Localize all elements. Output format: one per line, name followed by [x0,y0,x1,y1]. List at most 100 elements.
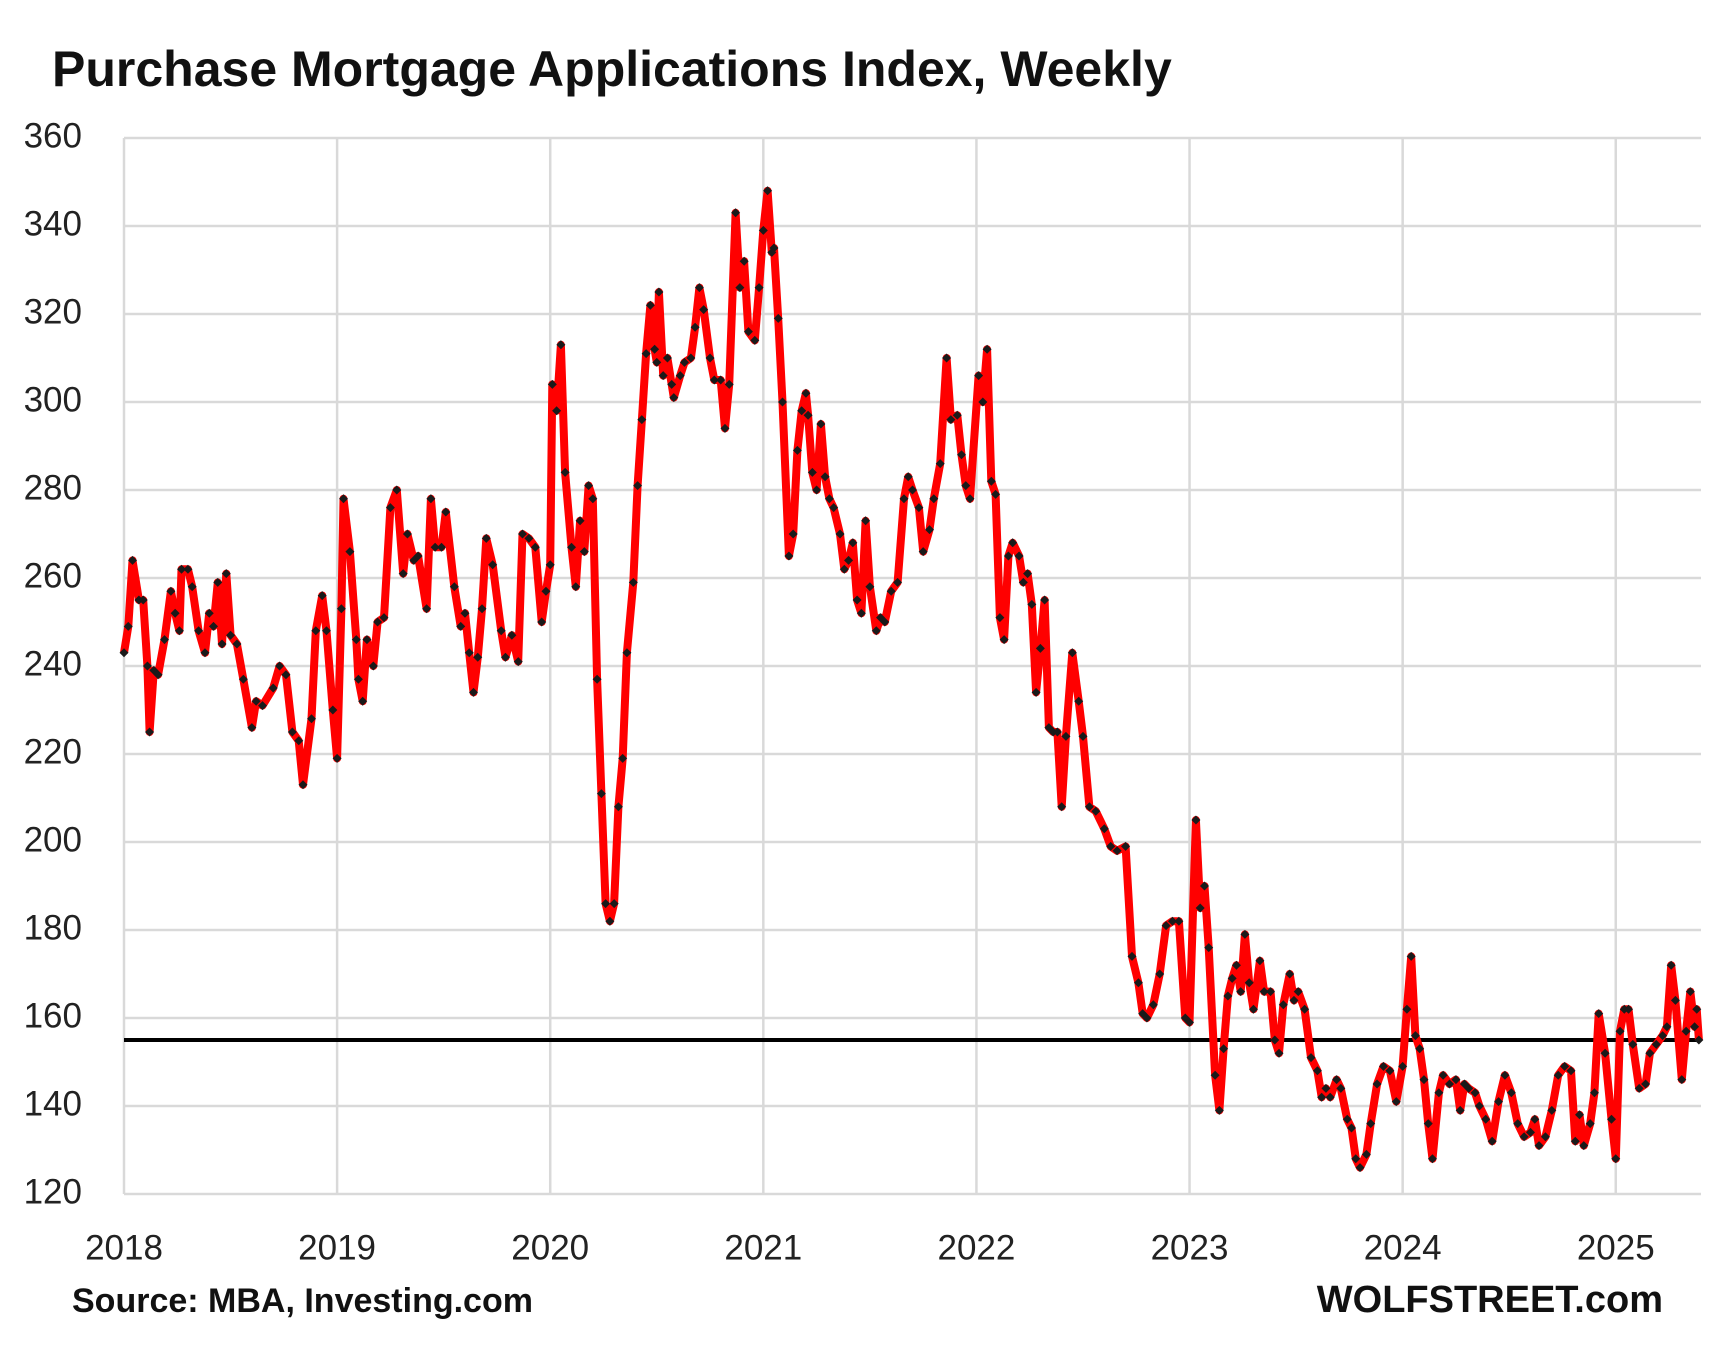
data-point [170,608,180,618]
data-point [1091,806,1101,816]
data-point [929,494,939,504]
data-point [402,529,412,539]
data-point [792,445,802,455]
data-point [481,533,491,543]
data-point [166,586,176,596]
data-point [686,353,696,363]
data-point [784,551,794,561]
data-point [1624,1004,1634,1014]
data-point [317,591,327,601]
data-point [773,313,783,323]
data-point [1694,1035,1704,1045]
data-point [705,353,715,363]
data-point [641,349,651,359]
data-point [560,467,570,477]
data-point [1560,1061,1570,1071]
data-point [1415,1044,1425,1054]
data-point [613,802,623,812]
data-point [1210,1070,1220,1080]
data-point [1185,1017,1195,1027]
data-point [1666,960,1676,970]
data-point [588,494,598,504]
data-point [1615,1026,1625,1036]
data-point [507,630,517,640]
data-point [518,529,528,539]
y-tick-label: 180 [24,908,82,947]
data-point [373,617,383,627]
data-point [1219,1044,1229,1054]
x-tick-label: 2022 [937,1228,1015,1267]
data-point [251,696,261,706]
data-point [1534,1141,1544,1151]
data-point [537,617,547,627]
data-point [524,533,534,543]
data-point [217,639,227,649]
y-tick-label: 360 [24,116,82,155]
data-point [788,529,798,539]
data-point [763,186,773,196]
data-point [298,780,308,790]
data-point [353,674,363,684]
data-point [1355,1163,1365,1173]
data-point [1300,1004,1310,1014]
data-point [552,406,562,416]
data-point [1677,1075,1687,1085]
data-point [1195,903,1205,913]
data-point [1031,687,1041,697]
data-point [1061,731,1071,741]
y-tick-label: 140 [24,1084,82,1123]
data-point [183,564,193,574]
data-point [541,586,551,596]
data-point [547,379,557,389]
data-point [1445,1079,1455,1089]
plot-area [119,186,1704,1173]
data-point [145,727,155,737]
data-point [392,485,402,495]
data-point [1606,1114,1616,1124]
data-point [908,485,917,495]
data-point [339,494,349,504]
data-point [174,626,184,636]
data-point [1167,916,1177,926]
data-point [982,344,992,354]
y-tick-label: 240 [24,644,82,683]
data-point [812,485,822,495]
data-point [579,547,589,557]
data-point [667,379,677,389]
y-tick-label: 260 [24,556,82,595]
data-point [848,538,858,548]
y-tick-label: 340 [24,204,82,243]
data-point [426,494,436,504]
data-point [1255,956,1265,966]
data-point [232,639,242,649]
data-point [422,604,432,614]
data-point [835,529,845,539]
data-point [880,617,890,627]
data-point [1121,841,1131,851]
data-point [633,481,643,491]
data-point [430,542,440,552]
x-tick-label: 2025 [1577,1228,1655,1267]
data-point [769,243,779,253]
data-point [294,736,304,746]
data-point [654,287,664,297]
data-point [1378,1061,1388,1071]
data-point [995,613,1005,623]
data-point [1361,1149,1371,1159]
data-point [513,657,523,667]
data-point [351,635,361,645]
data-point [1204,943,1214,953]
data-point [209,621,219,631]
data-point [652,357,662,367]
data-point [942,353,952,363]
data-point [1513,1119,1523,1129]
y-tick-label: 120 [24,1172,82,1211]
data-point [596,789,606,799]
data-point [918,547,928,557]
data-point [709,375,719,385]
data-point [187,582,197,592]
data-point [1293,987,1303,997]
data-point [1464,1083,1474,1093]
data-point [1641,1079,1651,1089]
data-point [119,648,129,658]
